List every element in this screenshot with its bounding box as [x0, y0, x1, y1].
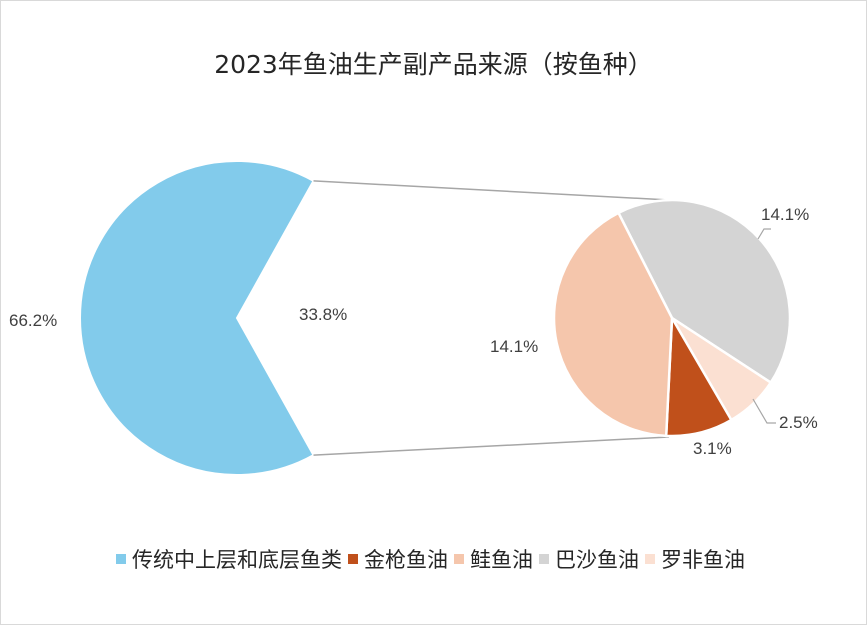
legend-item-basa: 巴沙鱼油	[539, 544, 639, 574]
data-label-tilapia: 2.5%	[779, 413, 818, 432]
legend-swatch	[454, 554, 464, 564]
legend-item-salmon: 鲑鱼油	[454, 544, 533, 574]
connector-line-top	[313, 180, 670, 201]
legend-swatch	[116, 554, 126, 564]
legend-item-tilapia: 罗非鱼油	[645, 544, 745, 574]
data-label-tuna: 3.1%	[693, 439, 732, 458]
legend-label: 巴沙鱼油	[555, 548, 639, 572]
legend-label: 金枪鱼油	[364, 548, 448, 572]
secondary-slice-salmon	[552, 211, 674, 438]
main-slice-traditional-fish	[79, 160, 315, 476]
data-label-salmon: 14.1%	[490, 337, 538, 356]
legend-swatch	[645, 554, 655, 564]
connector-line-bottom	[313, 436, 670, 456]
secondary-slice-basa	[616, 198, 792, 385]
data-label-traditional: 66.2%	[9, 311, 57, 330]
legend-swatch	[539, 554, 549, 564]
legend-label: 鲑鱼油	[470, 548, 533, 572]
legend-label: 罗非鱼油	[661, 548, 745, 572]
data-label-basa: 14.1%	[761, 205, 809, 224]
legend-item-traditional: 传统中上层和底层鱼类	[116, 544, 342, 574]
leader-line-tilapia	[752, 398, 776, 424]
leader-line-basa	[757, 228, 771, 240]
legend-item-tuna: 金枪鱼油	[348, 544, 448, 574]
legend-label: 传统中上层和底层鱼类	[132, 548, 342, 572]
legend-swatch	[348, 554, 358, 564]
data-label-other: 33.8%	[299, 305, 347, 324]
chart-title: 2023年鱼油生产副产品来源（按鱼种）	[214, 50, 653, 79]
chart-legend: 传统中上层和底层鱼类 金枪鱼油 鲑鱼油 巴沙鱼油 罗非鱼油	[1, 544, 866, 574]
